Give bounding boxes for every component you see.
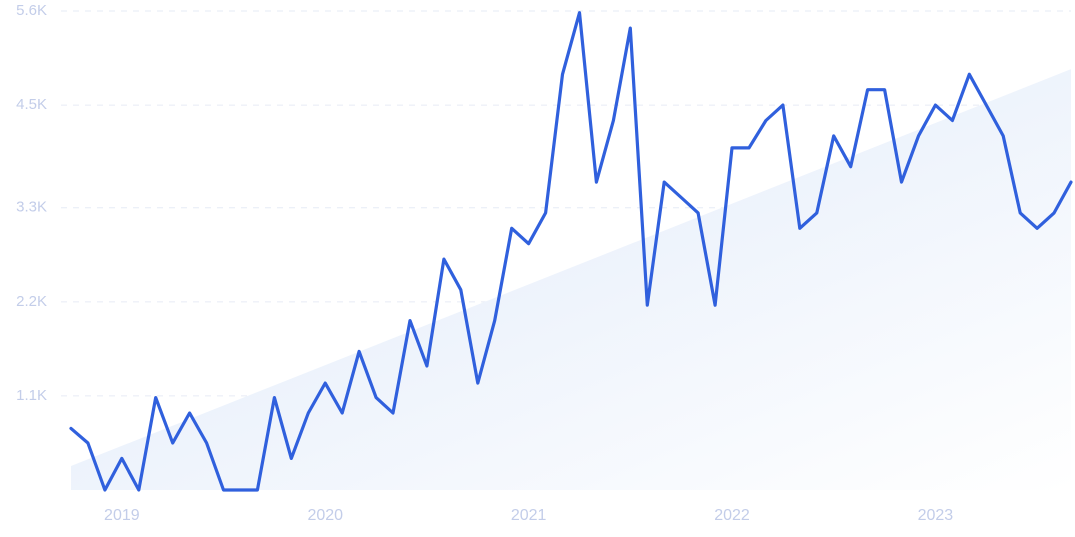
data-point (510, 226, 514, 230)
data-point (950, 119, 954, 123)
data-point (103, 488, 107, 492)
x-tick-label: 2021 (511, 507, 547, 524)
x-axis-ticks: 2019 2020 2021 2022 2023 (104, 507, 953, 524)
trend-area (71, 69, 1071, 491)
data-point (594, 180, 598, 184)
data-point (476, 381, 480, 385)
x-tick-label: 2022 (714, 507, 750, 524)
data-point (849, 165, 853, 169)
data-point (391, 411, 395, 415)
y-tick-label: 1.1K (16, 387, 47, 404)
y-tick-label: 2.2K (16, 293, 47, 310)
data-point (374, 396, 378, 400)
data-point (883, 88, 887, 92)
data-point (408, 319, 412, 323)
data-point (357, 349, 361, 353)
x-tick-label: 2019 (104, 507, 140, 524)
x-tick-label: 2020 (307, 507, 343, 524)
data-point (272, 396, 276, 400)
y-tick-label: 5.6K (16, 2, 47, 19)
data-point (611, 119, 615, 123)
data-point (984, 103, 988, 107)
data-point (645, 303, 649, 307)
data-point (527, 242, 531, 246)
y-axis-ticks: 1.1K 2.2K 3.3K 4.5K 5.6K (16, 2, 47, 404)
data-point (1052, 211, 1056, 215)
data-point (747, 146, 751, 150)
data-point (1069, 180, 1073, 184)
data-point (154, 396, 158, 400)
data-point (425, 364, 429, 368)
data-point (764, 119, 768, 123)
data-point (222, 488, 226, 492)
data-point (781, 103, 785, 107)
data-point (171, 441, 175, 445)
data-point (188, 411, 192, 415)
data-point (255, 488, 259, 492)
data-point (815, 211, 819, 215)
data-point (459, 288, 463, 292)
data-point (205, 441, 209, 445)
data-point (544, 211, 548, 215)
data-point (340, 411, 344, 415)
data-point (578, 11, 582, 15)
data-point (561, 72, 565, 76)
data-point (679, 196, 683, 200)
data-point (967, 72, 971, 76)
data-point (900, 180, 904, 184)
data-point (1001, 134, 1005, 138)
data-point (86, 441, 90, 445)
data-point (1035, 226, 1039, 230)
data-point (69, 426, 73, 430)
data-point (696, 211, 700, 215)
x-tick-label: 2023 (918, 507, 954, 524)
data-point (120, 456, 124, 460)
data-point (323, 381, 327, 385)
data-point (866, 88, 870, 92)
data-point (933, 103, 937, 107)
data-point (832, 134, 836, 138)
data-point (917, 134, 921, 138)
data-point (713, 303, 717, 307)
data-point (798, 226, 802, 230)
data-point (239, 488, 243, 492)
data-point (442, 257, 446, 261)
series-line (69, 11, 1073, 492)
data-point (306, 411, 310, 415)
data-point (628, 26, 632, 30)
y-tick-label: 3.3K (16, 199, 47, 216)
data-point (493, 319, 497, 323)
data-point (289, 456, 293, 460)
y-tick-label: 4.5K (16, 96, 47, 113)
data-point (1018, 211, 1022, 215)
data-point (137, 488, 141, 492)
data-point (730, 146, 734, 150)
data-point (662, 180, 666, 184)
